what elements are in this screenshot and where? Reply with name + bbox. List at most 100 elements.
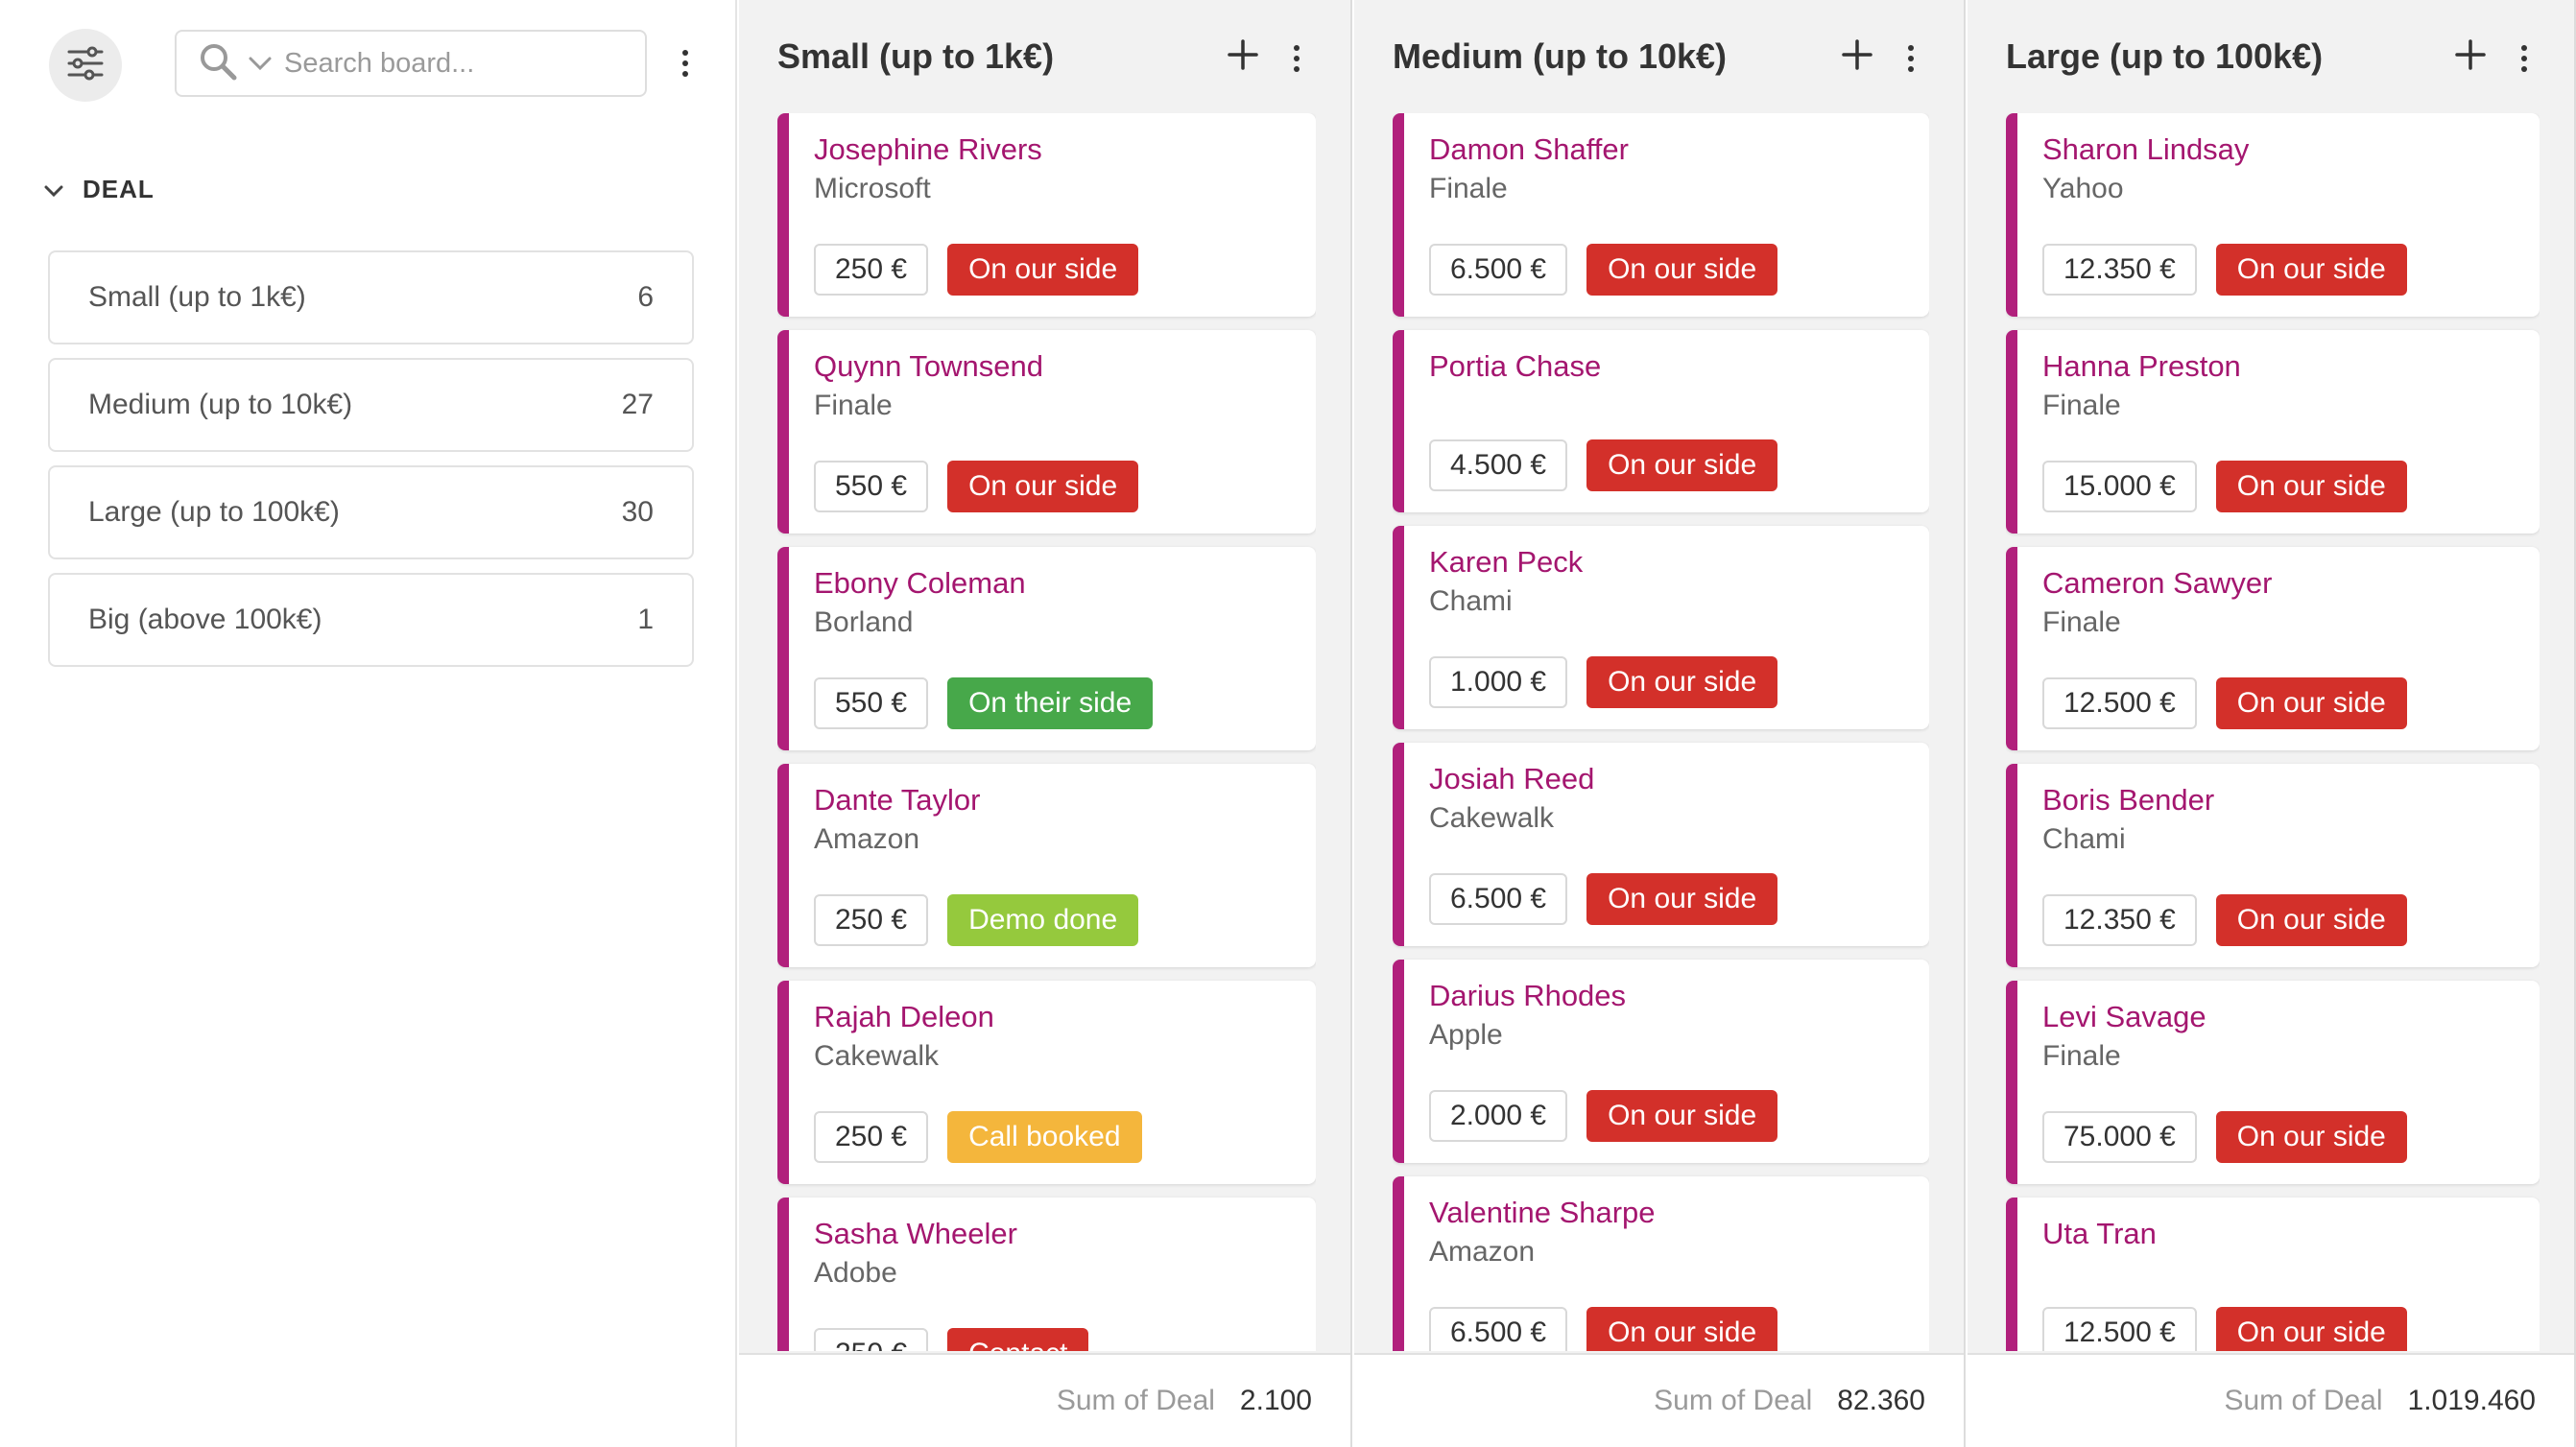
add-card-icon[interactable] xyxy=(2454,38,2487,71)
status-badge: On our side xyxy=(947,461,1139,512)
chevron-down-icon[interactable] xyxy=(248,56,273,71)
card-meta: 250 € Contact xyxy=(814,1328,1089,1351)
column-header: Large (up to 100k€) xyxy=(1968,0,2574,113)
status-badge: On their side xyxy=(947,677,1154,729)
column-footer: Sum of Deal 2.100 xyxy=(739,1353,1350,1447)
search-box xyxy=(175,30,647,97)
status-badge: Demo done xyxy=(947,894,1139,946)
deal-card[interactable]: Sasha Wheeler Adobe 250 € Contact xyxy=(777,1198,1316,1351)
column-header: Medium (up to 10k€) xyxy=(1354,0,1964,113)
deal-card[interactable]: Quynn Townsend Finale 550 € On our side xyxy=(777,330,1316,534)
deal-card[interactable]: Karen Peck Chami 1.000 € On our side xyxy=(1393,526,1929,729)
column-menu-icon[interactable] xyxy=(1901,41,1920,76)
card-organization: Borland xyxy=(814,606,914,638)
group-label: Small (up to 1k€) xyxy=(88,281,306,313)
deal-card[interactable]: Cameron Sawyer Finale 12.500 € On our si… xyxy=(2006,547,2540,750)
status-badge: On our side xyxy=(2215,677,2407,729)
group-count: 27 xyxy=(621,389,654,420)
deal-card[interactable]: Damon Shaffer Finale 6.500 € On our side xyxy=(1393,113,1929,317)
deal-card[interactable]: Valentine Sharpe Amazon 6.500 € On our s… xyxy=(1393,1176,1929,1351)
section-label: DEAL xyxy=(83,174,155,203)
deal-card[interactable]: Levi Savage Finale 75.000 € On our side xyxy=(2006,981,2540,1184)
footer-value: 1.019.460 xyxy=(2407,1385,2536,1416)
group-item-large[interactable]: Large (up to 100k€) 30 xyxy=(48,465,694,559)
group-item-big[interactable]: Big (above 100k€) 1 xyxy=(48,573,694,667)
filter-toggle-button[interactable] xyxy=(49,29,122,102)
column-footer: Sum of Deal 82.360 xyxy=(1354,1353,1964,1447)
deal-amount: 4.500 € xyxy=(1429,439,1568,491)
deal-card[interactable]: Hanna Preston Finale 15.000 € On our sid… xyxy=(2006,330,2540,534)
card-name: Josiah Reed xyxy=(1429,762,1595,795)
card-organization: Apple xyxy=(1429,1019,1503,1051)
card-organization: Finale xyxy=(2042,606,2121,638)
chevron-down-icon xyxy=(44,175,63,204)
deal-card[interactable]: Josiah Reed Cakewalk 6.500 € On our side xyxy=(1393,743,1929,946)
card-name: Portia Chase xyxy=(1429,349,1602,383)
deal-card[interactable]: Dante Taylor Amazon 250 € Demo done xyxy=(777,764,1316,967)
card-list: Damon Shaffer Finale 6.500 € On our side… xyxy=(1393,113,1929,1351)
status-badge: On our side xyxy=(1586,244,1778,296)
card-name: Valentine Sharpe xyxy=(1429,1196,1656,1229)
deal-amount: 12.350 € xyxy=(2042,244,2197,296)
card-name: Boris Bender xyxy=(2042,783,2215,817)
deal-card[interactable]: Darius Rhodes Apple 2.000 € On our side xyxy=(1393,960,1929,1163)
card-meta: 250 € On our side xyxy=(814,244,1139,296)
card-list: Josephine Rivers Microsoft 250 € On our … xyxy=(777,113,1316,1351)
group-label: Big (above 100k€) xyxy=(88,604,322,635)
deal-amount: 250 € xyxy=(814,1111,929,1163)
deal-card[interactable]: Sharon Lindsay Yahoo 12.350 € On our sid… xyxy=(2006,113,2540,317)
board-column-1: Medium (up to 10k€) Damon Shaffer Finale… xyxy=(1354,0,1966,1447)
card-name: Cameron Sawyer xyxy=(2042,566,2273,600)
card-organization: Amazon xyxy=(814,823,920,855)
group-count: 30 xyxy=(621,496,654,528)
deal-card[interactable]: Portia Chase 4.500 € On our side xyxy=(1393,330,1929,512)
column-menu-icon[interactable] xyxy=(1287,41,1306,76)
deal-amount: 15.000 € xyxy=(2042,461,2197,512)
deal-amount: 1.000 € xyxy=(1429,656,1568,708)
column-footer: Sum of Deal 1.019.460 xyxy=(1968,1353,2574,1447)
search-input[interactable] xyxy=(284,47,601,80)
column-menu-icon[interactable] xyxy=(2515,41,2534,76)
card-meta: 250 € Call booked xyxy=(814,1111,1142,1163)
card-name: Sharon Lindsay xyxy=(2042,132,2250,166)
card-meta: 250 € Demo done xyxy=(814,894,1139,946)
status-badge: On our side xyxy=(1586,873,1778,925)
deal-amount: 6.500 € xyxy=(1429,1307,1568,1351)
deal-card[interactable]: Josephine Rivers Microsoft 250 € On our … xyxy=(777,113,1316,317)
status-badge: On our side xyxy=(2215,1307,2407,1351)
deal-amount: 6.500 € xyxy=(1429,244,1568,296)
card-organization: Amazon xyxy=(1429,1236,1536,1268)
card-name: Ebony Coleman xyxy=(814,566,1026,600)
card-name: Darius Rhodes xyxy=(1429,979,1627,1012)
deal-card[interactable]: Uta Tran 12.500 € On our side xyxy=(2006,1198,2540,1351)
card-meta: 12.350 € On our side xyxy=(2042,244,2407,296)
deal-amount: 6.500 € xyxy=(1429,873,1568,925)
board-column-0: Small (up to 1k€) Josephine Rivers Micro… xyxy=(739,0,1352,1447)
deal-section-toggle[interactable]: DEAL xyxy=(44,173,155,205)
status-badge: Contact xyxy=(947,1328,1089,1351)
card-list: Sharon Lindsay Yahoo 12.350 € On our sid… xyxy=(2006,113,2540,1351)
group-item-medium[interactable]: Medium (up to 10k€) 27 xyxy=(48,358,694,452)
card-organization: Finale xyxy=(1429,173,1508,204)
status-badge: On our side xyxy=(2215,894,2407,946)
add-card-icon[interactable] xyxy=(1841,38,1873,71)
card-meta: 6.500 € On our side xyxy=(1429,873,1778,925)
deal-card[interactable]: Boris Bender Chami 12.350 € On our side xyxy=(2006,764,2540,967)
status-badge: On our side xyxy=(2215,1111,2407,1163)
card-meta: 12.500 € On our side xyxy=(2042,1307,2407,1351)
add-card-icon[interactable] xyxy=(1227,38,1259,71)
search-icon[interactable] xyxy=(198,41,238,86)
deal-amount: 250 € xyxy=(814,894,929,946)
status-badge: On our side xyxy=(947,244,1139,296)
card-name: Uta Tran xyxy=(2042,1217,2157,1250)
footer-value: 82.360 xyxy=(1837,1385,1925,1416)
card-name: Sasha Wheeler xyxy=(814,1217,1017,1250)
deal-amount: 550 € xyxy=(814,677,929,729)
card-organization: Finale xyxy=(2042,1040,2121,1072)
deal-card[interactable]: Ebony Coleman Borland 550 € On their sid… xyxy=(777,547,1316,750)
group-item-small[interactable]: Small (up to 1k€) 6 xyxy=(48,250,694,344)
deal-amount: 250 € xyxy=(814,244,929,296)
sliders-icon xyxy=(66,46,105,85)
sidebar-menu-icon[interactable] xyxy=(671,44,700,83)
deal-card[interactable]: Rajah Deleon Cakewalk 250 € Call booked xyxy=(777,981,1316,1184)
